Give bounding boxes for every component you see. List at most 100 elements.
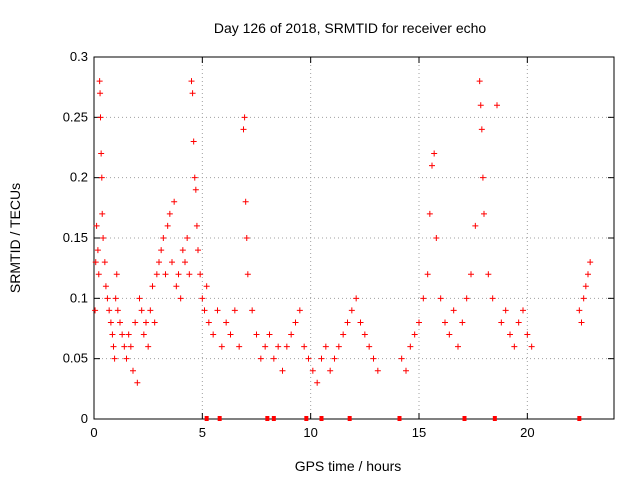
y-tick-label: 0	[81, 411, 88, 426]
data-point	[190, 138, 197, 145]
data-point	[348, 307, 355, 314]
data-point	[478, 126, 485, 133]
data-point	[99, 210, 106, 217]
data-point	[479, 174, 486, 181]
y-tick-label: 0.2	[70, 170, 88, 185]
data-point	[244, 271, 251, 278]
data-point	[416, 319, 422, 326]
data-point	[374, 367, 381, 374]
y-axis-label: SRMTID / TECUs	[7, 183, 23, 293]
grid	[94, 57, 614, 419]
zero-value-mark	[397, 416, 402, 421]
data-point	[173, 283, 180, 290]
data-point	[123, 355, 130, 362]
y-tick-label: 0.25	[63, 109, 88, 124]
data-point	[528, 343, 535, 350]
data-point	[97, 90, 104, 97]
data-point	[576, 307, 583, 314]
data-point	[455, 343, 461, 350]
data-point	[177, 295, 184, 302]
data-point	[477, 102, 484, 109]
data-point	[145, 343, 152, 350]
data-point	[292, 319, 299, 326]
data-point	[203, 283, 210, 290]
data-point	[275, 343, 282, 350]
data-point	[301, 343, 308, 350]
data-point	[426, 210, 433, 217]
axis-ticks	[93, 56, 614, 420]
data-point	[476, 78, 483, 85]
zero-value-mark	[304, 416, 309, 421]
data-point	[189, 90, 196, 97]
data-point	[582, 283, 589, 290]
data-point	[279, 367, 286, 374]
y-tick-label: 0.15	[63, 230, 88, 245]
data-point	[468, 271, 474, 278]
data-point	[266, 331, 273, 338]
data-point	[143, 319, 149, 326]
data-point	[587, 259, 594, 266]
data-point	[305, 355, 312, 362]
data-point	[520, 307, 526, 314]
data-point	[112, 295, 119, 302]
data-point	[353, 295, 360, 302]
data-point	[130, 367, 136, 374]
data-point	[197, 271, 204, 278]
data-point	[205, 319, 212, 326]
data-point	[94, 247, 101, 254]
data-point	[262, 343, 269, 350]
data-point	[502, 307, 509, 314]
zero-value-mark	[265, 416, 270, 421]
data-point	[186, 271, 193, 278]
x-tick-label: 0	[90, 425, 97, 440]
data-point	[442, 319, 448, 326]
y-tick-label: 0.3	[70, 49, 88, 64]
data-point	[93, 222, 100, 229]
data-point	[192, 186, 199, 193]
data-point	[134, 379, 141, 386]
y-tick-label: 0.1	[70, 290, 88, 305]
data-point	[153, 271, 160, 278]
data-point	[195, 247, 201, 254]
data-point	[127, 343, 134, 350]
data-point	[92, 307, 99, 314]
data-point	[524, 331, 531, 338]
data-point	[585, 271, 591, 278]
data-point	[164, 222, 171, 229]
data-point	[283, 343, 290, 350]
zero-value-mark	[577, 416, 582, 421]
x-tick-label: 20	[520, 425, 534, 440]
data-point	[433, 235, 440, 241]
data-point	[335, 343, 342, 350]
zero-value-mark	[271, 416, 276, 421]
data-point	[223, 319, 230, 326]
data-point	[231, 307, 238, 314]
x-tick-label: 15	[412, 425, 426, 440]
data-point	[169, 259, 175, 266]
data-point	[125, 331, 132, 338]
y-tick-label: 0.05	[63, 351, 88, 366]
data-point	[199, 295, 206, 302]
data-point	[431, 150, 438, 157]
data-point	[370, 355, 377, 362]
data-point	[106, 307, 113, 314]
data-point	[92, 259, 99, 266]
data-point	[459, 319, 466, 326]
data-point	[188, 78, 195, 85]
data-point	[357, 319, 364, 326]
data-point	[241, 114, 248, 121]
data-point	[580, 295, 587, 302]
data-point	[249, 307, 256, 314]
data-point	[179, 247, 186, 254]
data-point	[193, 222, 200, 229]
data-point	[113, 271, 120, 278]
data-point	[253, 331, 260, 338]
data-point	[366, 343, 373, 350]
data-point	[236, 343, 243, 350]
data-point	[227, 331, 234, 338]
data-point	[147, 307, 154, 314]
data-point	[95, 271, 102, 278]
chart-title: Day 126 of 2018, SRMTID for receiver ech…	[214, 20, 487, 36]
data-point	[296, 307, 303, 314]
